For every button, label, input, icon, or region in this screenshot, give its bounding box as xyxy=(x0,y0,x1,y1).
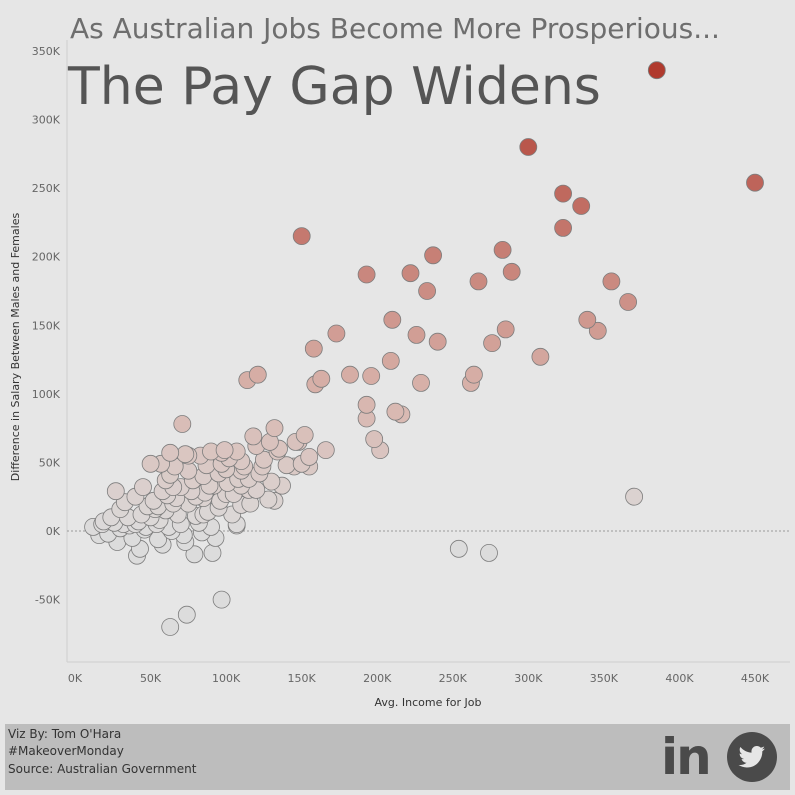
data-point[interactable] xyxy=(418,282,437,300)
data-point[interactable] xyxy=(588,321,607,340)
y-tick-label: 300K xyxy=(32,114,61,127)
chart-subtitle: As Australian Jobs Become More Prosperio… xyxy=(70,12,720,45)
data-point[interactable] xyxy=(602,272,621,291)
data-point[interactable] xyxy=(496,320,515,339)
data-point[interactable] xyxy=(265,419,284,438)
data-point[interactable] xyxy=(161,443,180,462)
data-point[interactable] xyxy=(483,334,502,353)
twitter-icon[interactable] xyxy=(727,732,777,782)
x-tick-label: 450K xyxy=(741,672,770,685)
x-axis: 0K 50K 100K 150K 200K 250K 300K 350K 400K 450K xyxy=(67,661,790,685)
x-tick-label: 100K xyxy=(212,672,241,685)
y-axis: -50K 0K 50K 100K 150K 200K 250K 300K 350K xyxy=(32,40,68,662)
scatter-points xyxy=(84,61,764,636)
data-point[interactable] xyxy=(295,426,314,444)
data-point[interactable] xyxy=(248,365,267,384)
data-point[interactable] xyxy=(647,61,666,80)
data-point[interactable] xyxy=(215,441,234,460)
data-point[interactable] xyxy=(341,365,359,384)
data-point[interactable] xyxy=(424,246,443,265)
data-point[interactable] xyxy=(401,264,420,283)
footer: Viz By: Tom O'Hara #MakeoverMonday Sourc… xyxy=(5,724,790,790)
data-point[interactable] xyxy=(502,262,521,281)
x-tick-label: 0K xyxy=(68,672,83,685)
data-point[interactable] xyxy=(304,339,323,358)
data-point[interactable] xyxy=(185,545,204,564)
data-point[interactable] xyxy=(300,447,319,466)
data-point[interactable] xyxy=(365,430,384,449)
data-point[interactable] xyxy=(493,240,512,259)
data-point[interactable] xyxy=(554,218,572,237)
data-point[interactable] xyxy=(519,138,538,156)
data-point[interactable] xyxy=(464,365,483,384)
data-point[interactable] xyxy=(176,445,195,464)
x-tick-label: 400K xyxy=(665,672,694,685)
data-point[interactable] xyxy=(469,272,488,291)
y-tick-label: 200K xyxy=(32,251,61,264)
x-tick-label: 150K xyxy=(288,672,317,685)
data-point[interactable] xyxy=(480,544,498,562)
data-point[interactable] xyxy=(554,184,572,203)
y-tick-label: 100K xyxy=(32,388,61,401)
x-tick-label: 250K xyxy=(439,672,468,685)
data-point[interactable] xyxy=(212,590,231,609)
x-tick-label: 350K xyxy=(590,672,619,685)
data-point[interactable] xyxy=(134,478,152,497)
data-point[interactable] xyxy=(316,441,335,460)
viz-by-credit: Viz By: Tom O'Hara xyxy=(8,727,122,741)
hashtag-text: #MakeoverMonday xyxy=(8,744,124,758)
y-tick-label: 0K xyxy=(46,525,61,538)
data-point[interactable] xyxy=(578,310,597,329)
data-point[interactable] xyxy=(173,415,192,433)
x-tick-label: 50K xyxy=(140,672,162,685)
data-point[interactable] xyxy=(177,605,196,624)
data-point[interactable] xyxy=(203,544,222,562)
data-point[interactable] xyxy=(244,427,263,446)
data-point[interactable] xyxy=(746,173,764,192)
data-point[interactable] xyxy=(312,369,331,388)
data-point[interactable] xyxy=(161,618,180,636)
x-tick-label: 200K xyxy=(363,672,392,685)
data-point[interactable] xyxy=(407,325,426,344)
data-point[interactable] xyxy=(619,293,637,311)
linkedin-icon[interactable]: in xyxy=(661,728,712,786)
y-tick-label: 50K xyxy=(39,456,61,469)
data-point[interactable] xyxy=(383,310,402,329)
y-tick-label: -50K xyxy=(35,594,61,607)
data-point[interactable] xyxy=(254,450,273,469)
y-tick-label: 350K xyxy=(32,45,61,58)
chart-title: The Pay Gap Widens xyxy=(67,57,601,117)
x-axis-title: Avg. Income for Job xyxy=(375,696,482,709)
x-tick-label: 300K xyxy=(514,672,543,685)
data-point[interactable] xyxy=(357,395,376,414)
data-point[interactable] xyxy=(428,332,447,351)
data-point[interactable] xyxy=(357,265,376,284)
data-point[interactable] xyxy=(386,402,405,421)
y-tick-label: 150K xyxy=(32,319,61,332)
data-point[interactable] xyxy=(531,347,550,366)
data-point[interactable] xyxy=(572,197,591,215)
y-tick-label: 250K xyxy=(32,182,61,195)
data-point[interactable] xyxy=(141,454,160,473)
data-point[interactable] xyxy=(106,482,125,501)
data-point[interactable] xyxy=(412,373,430,392)
data-point[interactable] xyxy=(292,227,311,246)
data-point[interactable] xyxy=(625,487,643,506)
data-point[interactable] xyxy=(362,367,381,385)
y-axis-title: Difference in Salary Between Males and F… xyxy=(9,213,22,482)
data-point[interactable] xyxy=(381,351,400,370)
data-point[interactable] xyxy=(327,324,346,343)
data-point[interactable] xyxy=(259,490,278,509)
data-point[interactable] xyxy=(449,539,468,558)
source-text: Source: Australian Government xyxy=(8,762,197,776)
